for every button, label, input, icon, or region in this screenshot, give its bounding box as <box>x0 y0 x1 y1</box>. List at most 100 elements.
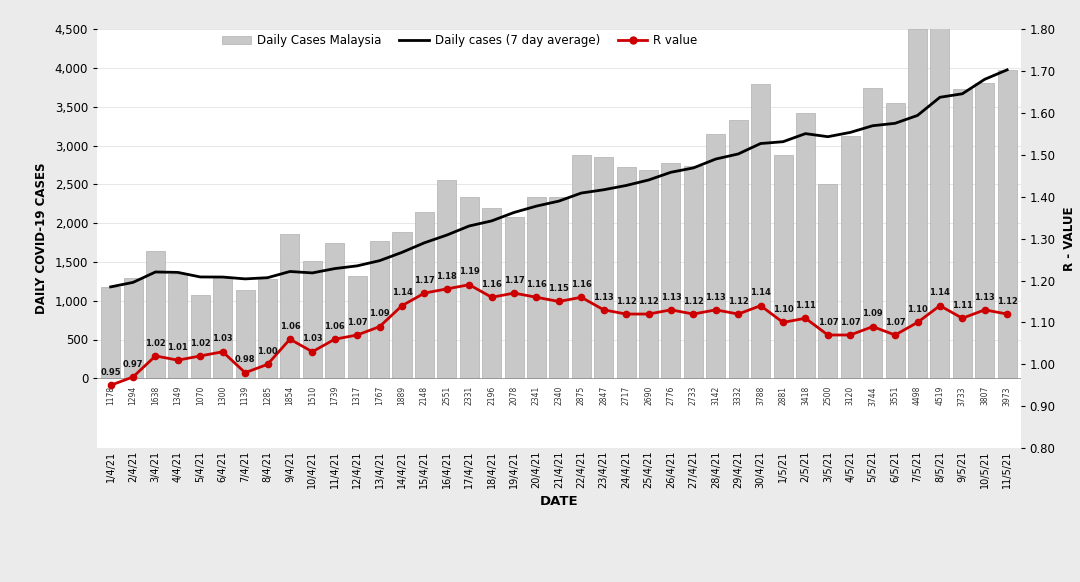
Bar <box>729 120 747 378</box>
Bar <box>437 180 457 378</box>
Text: 1638: 1638 <box>151 386 160 405</box>
Bar <box>213 278 232 378</box>
Text: 1.13: 1.13 <box>974 293 995 301</box>
Text: 1.09: 1.09 <box>369 309 390 318</box>
Bar <box>550 197 568 378</box>
Bar <box>123 278 143 378</box>
Text: 1178: 1178 <box>106 386 116 405</box>
Text: 1070: 1070 <box>195 386 205 406</box>
Text: 0.98: 0.98 <box>234 356 255 364</box>
Text: 3973: 3973 <box>1002 386 1012 406</box>
Bar <box>751 84 770 378</box>
Text: 1.12: 1.12 <box>638 297 659 306</box>
Text: 3733: 3733 <box>958 386 967 406</box>
Text: 1.07: 1.07 <box>840 318 861 327</box>
Text: 2717: 2717 <box>622 386 631 405</box>
Text: 3120: 3120 <box>846 386 854 405</box>
Text: 1510: 1510 <box>308 386 316 405</box>
Text: 2733: 2733 <box>689 386 698 406</box>
Text: 1.14: 1.14 <box>930 288 950 297</box>
Bar <box>527 197 546 378</box>
Text: 1.12: 1.12 <box>683 297 704 306</box>
Bar <box>684 166 703 378</box>
Bar <box>460 197 478 378</box>
Bar <box>863 88 882 378</box>
Y-axis label: R - VALUE: R - VALUE <box>1063 207 1076 271</box>
Text: 1.03: 1.03 <box>302 335 323 343</box>
Bar <box>661 163 680 378</box>
Text: 1.16: 1.16 <box>526 280 546 289</box>
Text: 1.11: 1.11 <box>951 301 973 310</box>
Bar <box>102 287 120 378</box>
Text: 3744: 3744 <box>868 386 877 406</box>
Text: 1317: 1317 <box>353 386 362 405</box>
Bar <box>594 157 613 378</box>
Text: 1300: 1300 <box>218 386 227 406</box>
Bar <box>796 113 815 378</box>
Bar <box>235 290 255 378</box>
Text: 3551: 3551 <box>891 386 900 406</box>
Text: 1.16: 1.16 <box>482 280 502 289</box>
Text: 4498: 4498 <box>913 386 922 406</box>
Bar <box>482 208 501 378</box>
Bar <box>819 184 837 378</box>
Text: 1.10: 1.10 <box>772 305 794 314</box>
Text: 1.09: 1.09 <box>862 309 883 318</box>
Text: 1.13: 1.13 <box>593 293 615 301</box>
Text: 2331: 2331 <box>464 386 474 405</box>
Text: 1.02: 1.02 <box>190 339 211 347</box>
Text: 1139: 1139 <box>241 386 249 405</box>
Text: 3807: 3807 <box>981 386 989 406</box>
Text: 1285: 1285 <box>264 386 272 405</box>
Text: 1.01: 1.01 <box>167 343 188 352</box>
Text: 1.03: 1.03 <box>213 335 233 343</box>
Text: 0.97: 0.97 <box>123 360 144 368</box>
Bar <box>258 279 278 378</box>
Bar <box>840 136 860 378</box>
Text: 3332: 3332 <box>733 386 743 406</box>
Text: 1767: 1767 <box>375 386 384 406</box>
Bar <box>325 243 345 378</box>
Bar <box>415 212 434 378</box>
Text: 1.12: 1.12 <box>997 297 1017 306</box>
Text: 1.07: 1.07 <box>885 318 905 327</box>
X-axis label: DATE: DATE <box>540 495 578 508</box>
Text: 2341: 2341 <box>532 386 541 405</box>
Text: 2875: 2875 <box>577 386 585 405</box>
Text: 1.07: 1.07 <box>818 318 838 327</box>
Text: 2078: 2078 <box>510 386 518 405</box>
Text: 1.14: 1.14 <box>751 288 771 297</box>
Bar <box>504 217 524 378</box>
Text: 0.95: 0.95 <box>100 368 121 377</box>
Text: 1.16: 1.16 <box>571 280 592 289</box>
Text: 2196: 2196 <box>487 386 496 405</box>
Text: 1739: 1739 <box>330 386 339 406</box>
Bar <box>348 276 367 378</box>
Text: 1294: 1294 <box>129 386 137 405</box>
Bar <box>975 83 995 378</box>
Legend: Daily Cases Malaysia, Daily cases (7 day average), R value: Daily Cases Malaysia, Daily cases (7 day… <box>217 29 702 52</box>
Text: 1889: 1889 <box>397 386 406 405</box>
Bar <box>146 251 165 378</box>
Text: 1.10: 1.10 <box>907 305 928 314</box>
Text: 2690: 2690 <box>644 386 653 406</box>
Bar <box>617 168 636 378</box>
Text: 3788: 3788 <box>756 386 765 405</box>
Bar <box>168 274 188 378</box>
Text: 1.12: 1.12 <box>616 297 636 306</box>
Text: 1.14: 1.14 <box>392 288 413 297</box>
Text: 2847: 2847 <box>599 386 608 405</box>
Bar <box>392 232 411 378</box>
Bar <box>953 88 972 378</box>
Bar <box>191 295 210 378</box>
Text: 2776: 2776 <box>666 386 675 406</box>
Text: 1.12: 1.12 <box>728 297 748 306</box>
Bar <box>930 27 949 378</box>
Text: 1.15: 1.15 <box>549 284 569 293</box>
Bar <box>773 155 793 378</box>
Text: 1.19: 1.19 <box>459 267 480 276</box>
Text: 1.17: 1.17 <box>503 276 525 285</box>
Text: 1.13: 1.13 <box>705 293 726 301</box>
Text: 3418: 3418 <box>801 386 810 405</box>
Text: 1.07: 1.07 <box>347 318 367 327</box>
